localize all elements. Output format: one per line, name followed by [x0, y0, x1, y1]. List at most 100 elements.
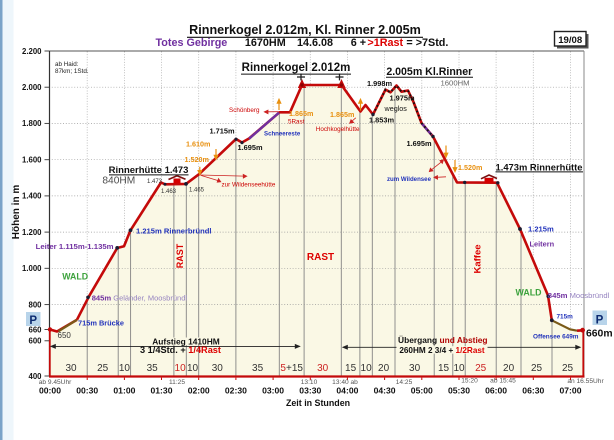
svg-text:600: 600: [28, 337, 42, 346]
svg-text:07:00: 07:00: [560, 386, 582, 396]
svg-text:Schönberg: Schönberg: [229, 107, 260, 114]
svg-text:Höhen in m: Höhen in m: [11, 185, 22, 240]
svg-text:03:30: 03:30: [299, 386, 321, 396]
svg-text:1.600: 1.600: [22, 156, 42, 165]
svg-text:20: 20: [503, 363, 515, 374]
svg-text:Offensee 649m: Offensee 649m: [533, 334, 579, 341]
svg-text:weglos: weglos: [384, 104, 408, 113]
svg-text:5+15: 5+15: [280, 363, 303, 374]
svg-text:2.005m Kl.Rinner: 2.005m Kl.Rinner: [386, 66, 472, 78]
svg-text:1.715m: 1.715m: [210, 127, 235, 136]
svg-text:15:20: 15:20: [461, 378, 478, 385]
svg-text:Rinnerkogel 2.012m: Rinnerkogel 2.012m: [242, 62, 351, 74]
svg-text:1.695m: 1.695m: [238, 143, 263, 152]
svg-text:13:10: 13:10: [301, 379, 318, 386]
svg-text:Zeit in Stunden: Zeit in Stunden: [286, 398, 350, 408]
svg-text:1.800: 1.800: [22, 119, 42, 128]
svg-text:03:00: 03:00: [262, 386, 284, 396]
svg-text:5Rast: 5Rast: [288, 119, 305, 126]
svg-text:1.865m: 1.865m: [289, 109, 313, 118]
svg-text:15: 15: [345, 363, 357, 374]
svg-text:P: P: [29, 315, 37, 327]
svg-text:1600HM: 1600HM: [441, 79, 470, 88]
svg-text:1.610m: 1.610m: [186, 139, 210, 148]
svg-text:ab 9.45Uhr: ab 9.45Uhr: [39, 379, 72, 386]
svg-text:715m: 715m: [557, 313, 574, 320]
svg-text:RAST: RAST: [307, 252, 334, 263]
svg-text:1.000: 1.000: [22, 264, 42, 273]
svg-text:ab 15:45: ab 15:45: [490, 378, 516, 385]
svg-text:14:25: 14:25: [396, 379, 413, 386]
svg-text:10: 10: [361, 363, 373, 374]
svg-text:1.695m: 1.695m: [407, 139, 432, 148]
svg-text:715m Brücke: 715m Brücke: [78, 319, 124, 328]
svg-text:Rinnerkogel 2.012m, Kl. Rinner: Rinnerkogel 2.012m, Kl. Rinner 2.005m: [189, 23, 421, 37]
svg-text:1.853m: 1.853m: [369, 115, 394, 124]
svg-text:05:30: 05:30: [448, 386, 470, 396]
svg-text:13:40 ab: 13:40 ab: [332, 379, 358, 386]
svg-text:35: 35: [147, 363, 159, 374]
svg-text:02:30: 02:30: [225, 386, 247, 396]
svg-text:660: 660: [28, 325, 42, 334]
svg-text:Schneereste: Schneereste: [264, 131, 301, 138]
svg-text:25: 25: [475, 363, 487, 374]
svg-text:1.463: 1.463: [161, 189, 177, 195]
svg-text:1.473: 1.473: [147, 179, 163, 185]
svg-text:an 16.55Uhr: an 16.55Uhr: [567, 378, 604, 385]
svg-text:30: 30: [409, 363, 421, 374]
svg-text:11:25: 11:25: [169, 379, 185, 386]
svg-text:06:30: 06:30: [522, 386, 544, 396]
svg-text:Leitern: Leitern: [530, 240, 555, 249]
svg-text:1.400: 1.400: [22, 192, 42, 201]
svg-text:2.000: 2.000: [22, 83, 42, 92]
svg-text:1.998m: 1.998m: [367, 79, 392, 88]
svg-text:1.215m: 1.215m: [528, 225, 554, 234]
svg-text:1.975m: 1.975m: [390, 94, 415, 103]
svg-text:10: 10: [119, 363, 131, 374]
svg-text:01:00: 01:00: [113, 386, 135, 396]
svg-text:Aufstieg 1410HM: Aufstieg 1410HM: [152, 336, 220, 346]
svg-text:Leiter 1.115m-1.135m: Leiter 1.115m-1.135m: [36, 242, 114, 251]
svg-text:Übergang und Abstieg: Übergang und Abstieg: [398, 335, 488, 345]
svg-text:1.200: 1.200: [22, 228, 42, 237]
svg-text:3 1/4Std. + 1/4Rast: 3 1/4Std. + 1/4Rast: [140, 345, 221, 355]
svg-text:RAST: RAST: [175, 243, 185, 268]
svg-text:Rinnerhütte 1.473: Rinnerhütte 1.473: [109, 165, 189, 176]
svg-text:25: 25: [97, 363, 109, 374]
svg-text:Hochkogelhütte: Hochkogelhütte: [316, 126, 360, 133]
svg-text:WALD: WALD: [516, 288, 542, 298]
svg-text:1.473m Rinnerhütte: 1.473m Rinnerhütte: [496, 161, 583, 172]
svg-text:1.465: 1.465: [189, 188, 205, 194]
svg-text:650: 650: [58, 331, 72, 340]
svg-text:ab Haid:: ab Haid:: [55, 61, 79, 68]
svg-text:260HM 2 3/4 + 1/2Rast: 260HM 2 3/4 + 1/2Rast: [399, 346, 485, 355]
svg-text:P: P: [596, 315, 604, 327]
svg-text:01:30: 01:30: [151, 386, 173, 396]
svg-text:04:00: 04:00: [336, 386, 358, 396]
svg-text:00:30: 00:30: [76, 386, 98, 396]
svg-text:02:00: 02:00: [188, 386, 210, 396]
svg-text:WALD: WALD: [62, 272, 88, 282]
svg-text:zur Wildenseehütte: zur Wildenseehütte: [222, 182, 276, 189]
svg-text:87km; 1Std.: 87km; 1Std.: [55, 68, 89, 75]
svg-text:15: 15: [438, 363, 450, 374]
svg-text:2.200: 2.200: [22, 47, 42, 56]
svg-text:10: 10: [453, 363, 465, 374]
svg-text:25: 25: [531, 363, 543, 374]
svg-text:10: 10: [175, 363, 187, 374]
svg-text:20: 20: [378, 363, 390, 374]
svg-text:660m: 660m: [586, 329, 613, 340]
svg-text:06:00: 06:00: [485, 386, 507, 396]
svg-text:Kaffee: Kaffee: [473, 244, 484, 273]
svg-text:zum Wildensee: zum Wildensee: [387, 176, 432, 183]
svg-text:30: 30: [317, 363, 329, 374]
svg-text:00:00: 00:00: [39, 386, 61, 396]
svg-text:10: 10: [187, 363, 199, 374]
svg-text:1.865m: 1.865m: [330, 110, 354, 119]
svg-text:840HM: 840HM: [102, 176, 135, 187]
svg-text:30: 30: [212, 363, 224, 374]
svg-text:1.215m Rinnerbründl: 1.215m Rinnerbründl: [136, 227, 212, 236]
svg-text:04:30: 04:30: [374, 386, 396, 396]
svg-text:845m Moosbründl: 845m Moosbründl: [548, 291, 610, 300]
